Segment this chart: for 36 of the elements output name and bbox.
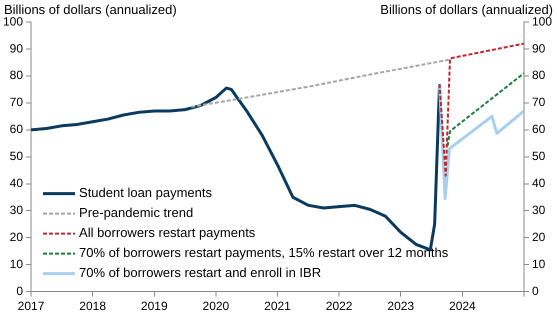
y-tick-label: 0 <box>16 284 24 298</box>
y2-tick-label: 50 <box>532 149 546 164</box>
x-tick-label: 2024 <box>449 299 476 314</box>
x-tick-label: 2023 <box>387 299 414 314</box>
x-tick-label: 2019 <box>140 299 168 314</box>
legend-label: 70% of borrowers restart payments, 15% restart over 12 months <box>79 245 449 260</box>
legend-label: Student loan payments <box>79 185 212 200</box>
y-tick-label: 70 <box>10 95 24 110</box>
y-tick-label: 50 <box>10 149 24 164</box>
y-tick-label: 10 <box>10 256 24 271</box>
y2-tick-label: 70 <box>532 95 546 110</box>
y-tick-label: 40 <box>10 176 24 190</box>
y2-tick-label: 60 <box>532 122 546 136</box>
y-tick-label: 80 <box>10 68 24 82</box>
y-tick-label: 90 <box>10 41 24 56</box>
y2-tick-label: 40 <box>532 176 546 190</box>
legend-label: Pre-pandemic trend <box>79 205 194 220</box>
legend-label: 70% of borrowers restart and enroll in IBR <box>79 265 322 280</box>
y2-tick-label: 30 <box>532 203 546 218</box>
line-series <box>438 42 524 177</box>
x-tick-label: 2017 <box>18 299 45 314</box>
x-tick-label: 2021 <box>264 299 292 314</box>
y2-tick-label: 80 <box>532 68 546 82</box>
y-tick-label: 20 <box>10 230 24 244</box>
x-tick-label: 2022 <box>326 299 353 314</box>
line-series <box>190 58 450 108</box>
legend-label: All borrowers restart payments <box>79 225 256 240</box>
y2-tick-label: 20 <box>532 230 546 244</box>
y2-tick-label: 10 <box>532 256 546 271</box>
y2-tick-label: 90 <box>532 41 546 56</box>
y2-tick-label: 0 <box>532 284 539 298</box>
x-tick-label: 2020 <box>202 299 230 314</box>
y-tick-label: 60 <box>10 122 24 136</box>
y2-axis-title: Billions of dollars (annualized) <box>380 2 553 18</box>
x-tick-label: 2018 <box>79 299 106 314</box>
y-tick-label: 30 <box>10 203 24 218</box>
